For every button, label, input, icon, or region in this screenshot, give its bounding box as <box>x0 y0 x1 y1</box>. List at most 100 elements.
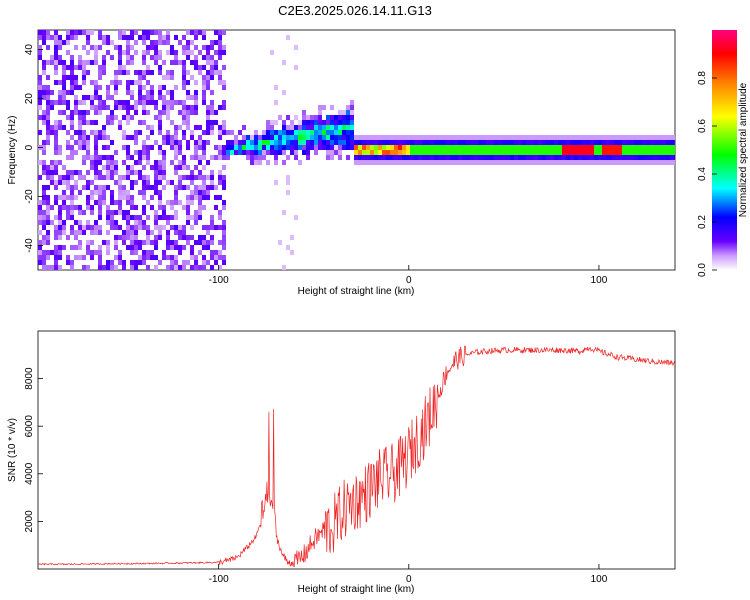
heatmap-cell <box>146 230 150 235</box>
heatmap-cell <box>66 185 70 190</box>
heatmap-cell <box>270 145 274 150</box>
heatmap-cell <box>302 150 306 155</box>
heatmap-cell <box>202 150 206 155</box>
heatmap-cell <box>210 75 214 80</box>
heatmap-cell <box>58 195 62 200</box>
heatmap-cell <box>398 145 402 150</box>
heatmap-cell <box>50 125 54 130</box>
heatmap-cell <box>214 185 218 190</box>
heatmap-cell <box>622 135 626 140</box>
heatmap-cell <box>174 140 178 145</box>
heatmap-cell <box>458 135 462 140</box>
heatmap-cell <box>510 140 514 145</box>
heatmap-cell <box>86 95 90 100</box>
heatmap-cell <box>138 75 142 80</box>
heatmap-cell <box>186 145 190 150</box>
heatmap-cell <box>194 140 198 145</box>
heatmap-cell <box>78 170 82 175</box>
heatmap-cell <box>162 155 166 160</box>
heatmap-cell <box>374 155 378 160</box>
heatmap-cell <box>118 175 122 180</box>
heatmap-cell <box>642 155 646 160</box>
heatmap-cell <box>38 255 42 260</box>
heatmap-cell <box>614 135 618 140</box>
heatmap-cell <box>482 145 486 150</box>
heatmap-cell <box>470 150 474 155</box>
heatmap-cell <box>618 150 622 155</box>
heatmap-cell <box>62 60 66 65</box>
heatmap-cell <box>242 135 246 140</box>
heatmap-cell <box>210 235 214 240</box>
heatmap-cell <box>162 170 166 175</box>
heatmap-cell <box>102 190 106 195</box>
heatmap-cell <box>78 175 82 180</box>
heatmap-cell <box>314 140 318 145</box>
heatmap-cell <box>558 150 562 155</box>
heatmap-cell <box>90 105 94 110</box>
heatmap-cell <box>94 135 98 140</box>
heatmap-cell <box>218 45 222 50</box>
heatmap-cell <box>290 140 294 145</box>
heatmap-cell <box>658 150 662 155</box>
heatmap-cell <box>198 235 202 240</box>
heatmap-cell <box>378 150 382 155</box>
heatmap-cell <box>314 115 318 120</box>
heatmap-cell <box>62 180 66 185</box>
heatmap-cell <box>194 190 198 195</box>
heatmap-cell <box>178 140 182 145</box>
heatmap-cell <box>350 135 354 140</box>
heatmap-cell <box>166 245 170 250</box>
heatmap-cell <box>58 95 62 100</box>
heatmap-cell <box>290 235 294 240</box>
y-tick-label: -40 <box>24 238 35 253</box>
heatmap-cell <box>142 50 146 55</box>
heatmap-cell <box>298 145 302 150</box>
heatmap-cell <box>222 225 226 230</box>
heatmap-cell <box>106 220 110 225</box>
heatmap-cell <box>354 155 358 160</box>
heatmap-cell <box>58 60 62 65</box>
heatmap-cell <box>274 100 278 105</box>
heatmap-cell <box>462 140 466 145</box>
heatmap-cell <box>674 150 675 155</box>
heatmap-cell <box>174 60 178 65</box>
heatmap-cell <box>62 40 66 45</box>
heatmap-cell <box>74 220 78 225</box>
heatmap-cell <box>182 160 186 165</box>
heatmap-cell <box>66 100 70 105</box>
heatmap-cell <box>150 195 154 200</box>
heatmap-cell <box>94 155 98 160</box>
heatmap-cell <box>430 135 434 140</box>
heatmap-cell <box>146 200 150 205</box>
heatmap-cell <box>154 225 158 230</box>
heatmap-cell <box>198 200 202 205</box>
heatmap-cell <box>38 160 42 165</box>
heatmap-cell <box>582 160 586 165</box>
heatmap-cell <box>350 120 354 125</box>
heatmap-cell <box>186 140 190 145</box>
heatmap-cell <box>62 195 66 200</box>
heatmap-cell <box>142 255 146 260</box>
heatmap-cell <box>126 60 130 65</box>
heatmap-cell <box>90 130 94 135</box>
heatmap-cell <box>138 80 142 85</box>
heatmap-cell <box>46 90 50 95</box>
heatmap-cell <box>130 235 134 240</box>
heatmap-cell <box>586 155 590 160</box>
heatmap-cell <box>654 140 658 145</box>
heatmap-cell <box>78 190 82 195</box>
heatmap-cell <box>62 225 66 230</box>
heatmap-cell <box>134 215 138 220</box>
heatmap-cell <box>218 170 222 175</box>
heatmap-cell <box>38 55 42 60</box>
heatmap-cell <box>338 140 342 145</box>
heatmap-cell <box>142 120 146 125</box>
heatmap-cell <box>130 105 134 110</box>
heatmap-cell <box>154 160 158 165</box>
heatmap-cell <box>306 115 310 120</box>
heatmap-cell <box>130 265 134 270</box>
heatmap-cell <box>546 160 550 165</box>
heatmap-cell <box>278 135 282 140</box>
heatmap-cell <box>670 150 674 155</box>
heatmap-cell <box>106 175 110 180</box>
